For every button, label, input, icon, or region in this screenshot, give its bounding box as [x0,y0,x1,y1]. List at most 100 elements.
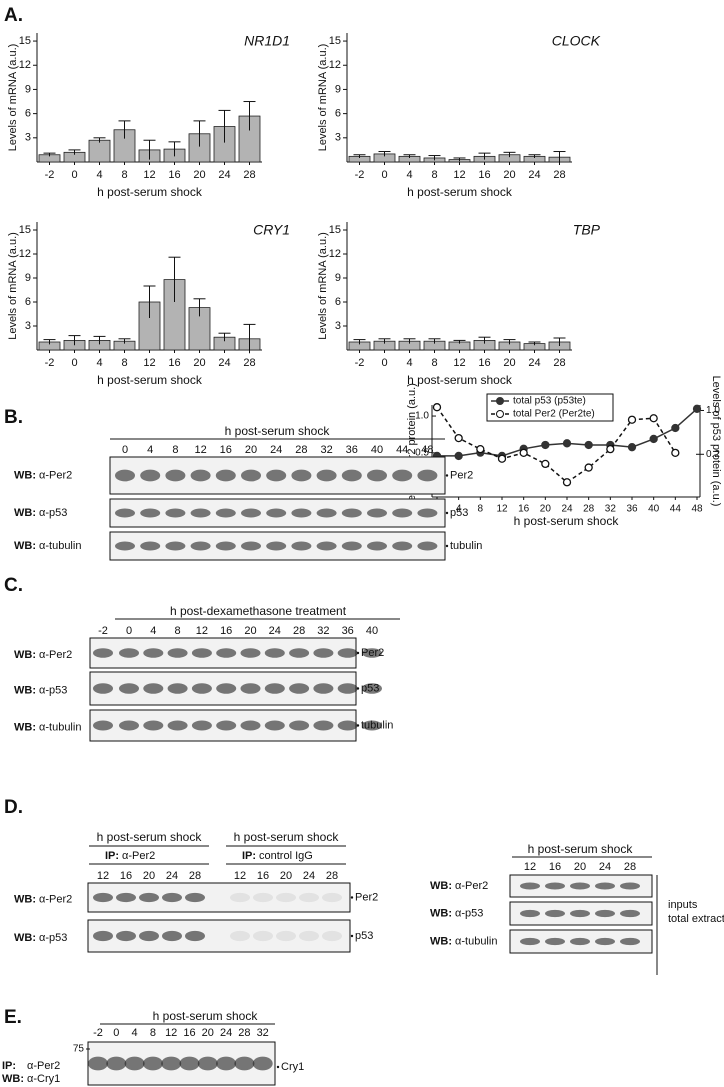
data-point [671,423,680,433]
band [119,648,139,658]
x-axis-label: h post-serum shock [97,373,203,387]
error-bar [428,338,441,344]
error-bar [353,339,366,345]
panel-label: C. [4,575,23,596]
error-bar [478,152,491,160]
row-antibody: α-Per2 [27,1060,60,1072]
data-point [541,459,550,469]
band [93,930,113,942]
band [266,469,287,482]
ip-prefix: IP: [105,850,119,862]
band [595,937,615,946]
band [289,720,310,731]
error-bar [143,285,156,318]
error-bar [403,154,416,158]
y-tick-label: 15 [329,35,341,47]
error-bar [378,151,391,157]
lane-label: 28 [295,444,307,456]
band [93,648,113,658]
band [162,930,182,942]
band [570,882,590,890]
row-prefix: WB: [430,907,452,919]
band [119,720,139,731]
lane-label: 20 [280,870,292,882]
band [520,937,540,946]
band [230,930,250,942]
lane-label: 24 [599,861,611,873]
data-point [454,433,463,443]
band [367,508,387,518]
y-tick-label: 15 [19,224,31,236]
data-point [584,463,593,472]
band [197,1056,218,1071]
band-pointer [445,474,449,477]
band [337,720,358,731]
error-bar [43,152,56,157]
band [337,648,358,658]
band-label: tubulin [450,540,482,552]
band [241,541,261,551]
band [620,937,640,946]
band [595,909,615,918]
band [190,469,211,482]
band [190,541,211,551]
lane-label: 12 [234,870,246,882]
data-point [454,451,463,461]
band [93,892,113,903]
row-antibody: α-Per2 [39,469,72,481]
band [234,1056,255,1071]
band [139,930,159,942]
chart-title: CRY1 [253,222,290,238]
panel-label: A. [4,5,23,26]
band [337,683,358,694]
x-axis-label: h post-serum shock [407,373,513,387]
row-antibody: α-p53 [39,507,67,519]
band-pointer [445,544,449,548]
band [88,1056,108,1071]
row-antibody: α-p53 [455,907,483,919]
lane-label: 24 [270,444,282,456]
x-tick-label: 20 [540,504,552,515]
data-point [432,403,442,412]
panel-label: B. [4,407,23,428]
error-bar [378,338,391,344]
band [215,508,236,518]
x-tick-label: 4 [456,504,462,515]
lane-label: 0 [126,625,132,637]
error-bar [503,151,516,158]
band [191,720,212,731]
blot-header: h post-serum shock [97,830,203,844]
row-antibody: α-Per2 [39,649,72,661]
x-tick-label: 40 [648,504,660,515]
band [161,1056,182,1071]
band [392,508,413,518]
band [545,882,565,890]
data-point [562,439,572,448]
band [167,648,188,658]
row-antibody: α-Per2 [39,893,72,905]
x-tick-label: 24 [528,169,540,181]
band [143,648,164,658]
row-prefix: WB: [14,469,36,481]
lane-label: 4 [147,444,153,456]
band [93,683,113,694]
row-prefix: WB: [14,721,36,733]
data-point [671,448,680,457]
row-antibody: α-tubulin [455,935,497,947]
legend-marker [496,410,504,418]
band [167,720,188,731]
legend-label: total Per2 (Per2te) [513,409,595,420]
band [140,508,161,518]
band [545,909,565,918]
y-tick-label: 3 [25,132,31,144]
x-tick-label: 16 [168,169,180,181]
band [252,1056,273,1071]
x-tick-label: 28 [553,357,565,369]
y2-tick-label: 0.2 [706,449,720,460]
lane-label: 48 [421,444,433,456]
error-bar [478,336,491,344]
lane-label: 8 [150,1027,156,1039]
legend-marker [496,397,504,405]
band [191,683,212,694]
